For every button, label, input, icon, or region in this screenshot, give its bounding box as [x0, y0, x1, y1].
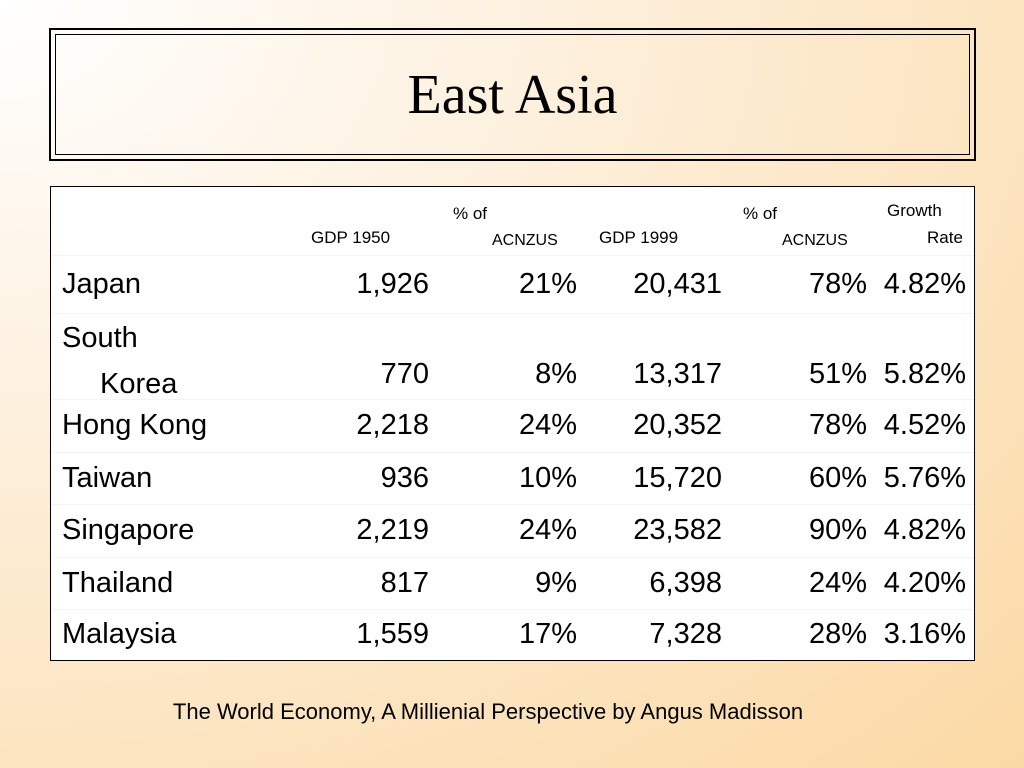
growth-cell: 5.76% — [883, 461, 966, 494]
pct-1950-cell: 21% — [518, 267, 577, 300]
country-cell: Thailand — [62, 566, 174, 599]
growth-cell: 4.20% — [883, 566, 966, 599]
pct-1950-cell: 24% — [518, 514, 577, 546]
header-growth-rate: Growth Rate — [887, 201, 963, 247]
header-gdp-1999: GDP 1999 — [599, 228, 679, 247]
table-row: Japan 1,926 21% 20,431 78% 4.82% — [51, 255, 974, 314]
pct-1999-cell: 78% — [808, 267, 867, 300]
pct-1999-cell: 78% — [808, 409, 867, 441]
header-pct-acnzus-1950: % of ACNZUS — [453, 204, 558, 249]
country-cell: Japan — [62, 267, 142, 300]
country-cell: Hong Kong — [62, 409, 208, 441]
country-cell: South Korea — [62, 322, 178, 400]
source-citation: The World Economy, A Millienial Perspect… — [172, 699, 804, 724]
pct-1950-cell: 8% — [535, 358, 577, 390]
pct-1999-cell: 90% — [808, 514, 867, 546]
gdp-1950-cell: 2,218 — [356, 409, 429, 441]
gdp-1950-cell: 1,559 — [356, 618, 429, 650]
pct-1950-cell: 9% — [535, 566, 577, 599]
table-header-row: GDP 1950 % of ACNZUS GDP 1999 % of ACNZU… — [51, 187, 974, 256]
gdp-1950-cell: 2,219 — [356, 514, 429, 546]
gdp-1999-cell: 15,720 — [633, 461, 722, 494]
country-cell: Taiwan — [62, 461, 153, 494]
slide-title: East Asia — [407, 63, 618, 126]
gdp-1999-cell: 7,328 — [649, 618, 722, 650]
country-cell: Singapore — [62, 514, 195, 546]
title-box: East Asia — [49, 28, 976, 161]
country-cell: Malaysia — [62, 618, 177, 650]
pct-1950-cell: 10% — [518, 461, 577, 494]
growth-cell: 4.52% — [883, 409, 966, 441]
gdp-table: GDP 1950 % of ACNZUS GDP 1999 % of ACNZU… — [50, 186, 975, 661]
title-frame: East Asia — [55, 34, 970, 155]
growth-cell: 4.82% — [883, 267, 966, 300]
growth-cell: 5.82% — [883, 358, 966, 390]
pct-1999-cell: 28% — [808, 618, 867, 650]
header-gdp-1950: GDP 1950 — [311, 228, 391, 247]
gdp-1999-cell: 20,431 — [633, 267, 722, 300]
table-row: Taiwan 936 10% 15,720 60% 5.76% — [51, 452, 974, 505]
table-row: Hong Kong 2,218 24% 20,352 78% 4.52% — [51, 399, 974, 453]
gdp-1950-cell: 770 — [380, 358, 429, 390]
header-country — [51, 187, 291, 255]
table-row: South Korea 770 8% 13,317 51% 5.82% — [51, 313, 974, 400]
header-pct-acnzus-1999: % of ACNZUS — [743, 204, 848, 249]
table-row: Singapore 2,219 24% 23,582 90% 4.82% — [51, 504, 974, 558]
growth-cell: 3.16% — [883, 618, 966, 650]
pct-1999-cell: 24% — [808, 566, 867, 599]
gdp-1999-cell: 20,352 — [633, 409, 722, 441]
gdp-1999-cell: 23,582 — [633, 514, 722, 546]
pct-1950-cell: 24% — [518, 409, 577, 441]
table-row: Malaysia 1,559 17% 7,328 28% 3.16% — [51, 609, 974, 660]
pct-1999-cell: 51% — [808, 358, 867, 390]
pct-1950-cell: 17% — [518, 618, 577, 650]
growth-cell: 4.82% — [883, 514, 966, 546]
gdp-1999-cell: 6,398 — [649, 566, 722, 599]
gdp-1950-cell: 1,926 — [356, 267, 429, 300]
gdp-1999-cell: 13,317 — [633, 358, 722, 390]
gdp-1950-cell: 817 — [380, 566, 429, 599]
pct-1999-cell: 60% — [808, 461, 867, 494]
gdp-1950-cell: 936 — [380, 461, 429, 494]
table-row: Thailand 817 9% 6,398 24% 4.20% — [51, 557, 974, 610]
